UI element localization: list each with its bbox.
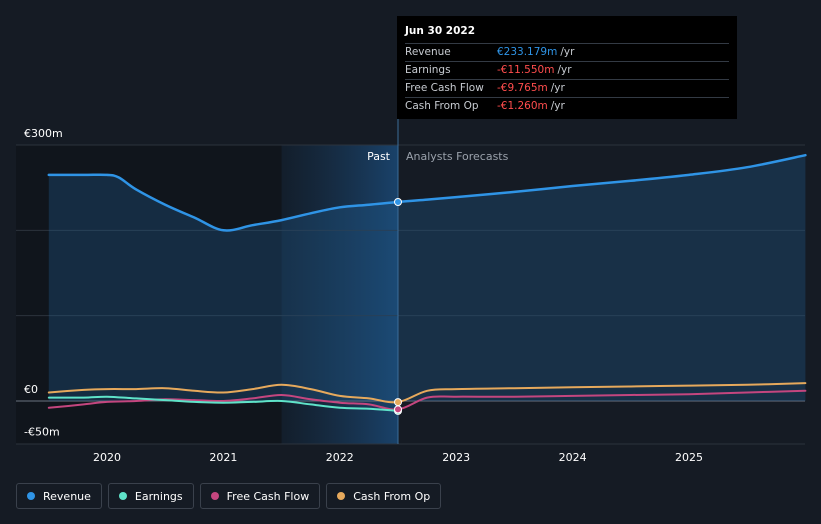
- legend-item-free-cash-flow[interactable]: Free Cash Flow: [199, 483, 321, 509]
- y-tick-label: -€50m: [24, 426, 60, 439]
- tooltip-row-revenue: Revenue €233.179m /yr: [405, 43, 729, 61]
- legend-label: Cash From Op: [353, 489, 431, 503]
- tooltip-label: Earnings: [405, 64, 451, 76]
- revenue-line: [47, 153, 807, 232]
- tooltip-unit: /yr: [550, 82, 565, 94]
- forecast-label: Analysts Forecasts: [406, 150, 509, 163]
- cash-from-op-line: [47, 382, 807, 404]
- earnings-line: [47, 395, 399, 412]
- y-tick-label: €0: [24, 383, 38, 396]
- legend-dot-icon: [27, 492, 35, 500]
- legend-label: Free Cash Flow: [226, 489, 310, 503]
- legend-item-cash-from-op[interactable]: Cash From Op: [326, 483, 442, 509]
- legend-item-earnings[interactable]: Earnings: [107, 483, 194, 509]
- hover-markers: [394, 198, 402, 415]
- tooltip-row-cash-from-op: Cash From Op -€1.260m /yr: [405, 97, 729, 115]
- legend-item-revenue[interactable]: Revenue: [16, 483, 102, 509]
- x-axis-labels: 2020 2021 2022 2023 2024 2025: [93, 451, 703, 464]
- tooltip: Jun 30 2022 Revenue €233.179m /yr Earnin…: [397, 16, 737, 119]
- tooltip-label: Free Cash Flow: [405, 82, 484, 94]
- y-tick-label: €300m: [24, 127, 63, 140]
- free-cash-flow-marker: [394, 405, 402, 414]
- tooltip-value: -€11.550m: [497, 64, 555, 76]
- x-tick-label: 2021: [209, 451, 237, 464]
- tooltip-row-earnings: Earnings -€11.550m /yr: [405, 61, 729, 79]
- legend-label: Earnings: [134, 489, 183, 503]
- x-tick-label: 2024: [559, 451, 587, 464]
- tooltip-row-free-cash-flow: Free Cash Flow -€9.765m /yr: [405, 79, 729, 97]
- free-cash-flow-line: [47, 389, 807, 411]
- revenue-area: [48, 155, 806, 401]
- legend-dot-icon: [210, 492, 219, 500]
- x-tick-label: 2022: [326, 451, 354, 464]
- series-lines: [47, 153, 807, 412]
- tooltip-label: Revenue: [405, 46, 451, 58]
- cash-from-op-marker: [394, 398, 402, 407]
- tooltip-unit: /yr: [560, 46, 575, 58]
- tooltip-label: Cash From Op: [405, 100, 479, 112]
- y-axis-labels: €300m €0 -€50m: [24, 127, 63, 439]
- series-areas: [48, 155, 806, 401]
- x-tick-label: 2025: [675, 451, 703, 464]
- past-highlight: [281, 145, 398, 444]
- tooltip-unit: /yr: [550, 100, 565, 112]
- legend-dot-icon: [337, 492, 346, 500]
- tooltip-value: €233.179m: [497, 46, 558, 58]
- tooltip-value: -€1.260m: [497, 100, 548, 112]
- revenue-marker: [394, 198, 402, 207]
- tooltip-value: -€9.765m: [497, 82, 548, 94]
- past-label: Past: [367, 150, 391, 163]
- tooltip-unit: /yr: [557, 64, 572, 76]
- legend-label: Revenue: [43, 489, 91, 503]
- legend-dot-icon: [118, 492, 127, 500]
- x-tick-label: 2023: [442, 451, 470, 464]
- tooltip-date: Jun 30 2022: [405, 25, 476, 37]
- x-tick-label: 2020: [93, 451, 121, 464]
- legend: Revenue Earnings Free Cash Flow Cash Fro…: [16, 483, 442, 509]
